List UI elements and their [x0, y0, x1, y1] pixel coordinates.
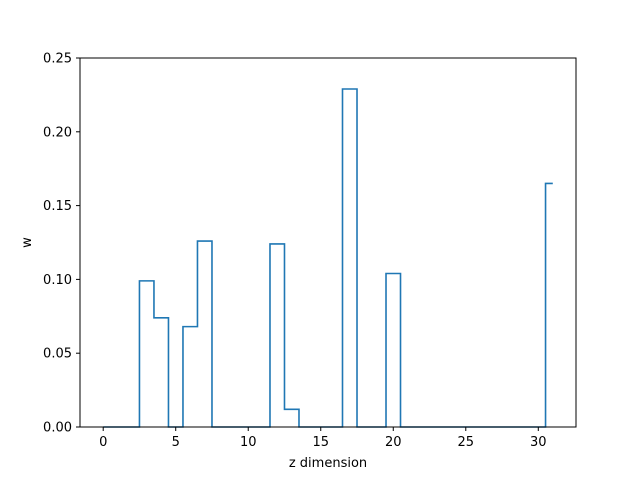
y-tick-label: 0.15	[43, 199, 72, 214]
y-axis-label: w	[20, 237, 35, 248]
x-axis-label: z dimension	[289, 456, 367, 471]
x-axis: 0 5 10 15 20 25 30	[99, 427, 547, 450]
y-tick-label: 0.20	[43, 125, 72, 140]
x-tick-label: 5	[172, 435, 180, 450]
y-tick-label: 0.00	[43, 421, 72, 436]
y-tick-label: 0.10	[43, 273, 72, 288]
x-tick-label: 0	[99, 435, 107, 450]
y-tick-label: 0.25	[43, 52, 72, 67]
x-tick-label: 10	[240, 435, 257, 450]
x-tick-label: 25	[458, 435, 475, 450]
x-tick-label: 30	[530, 435, 547, 450]
y-tick-label: 0.05	[43, 347, 72, 362]
x-tick-label: 20	[385, 435, 402, 450]
axes-frame	[79, 57, 577, 428]
y-axis: 0.00 0.05 0.10 0.15 0.20 0.25	[43, 52, 80, 436]
x-tick-label: 15	[312, 435, 329, 450]
